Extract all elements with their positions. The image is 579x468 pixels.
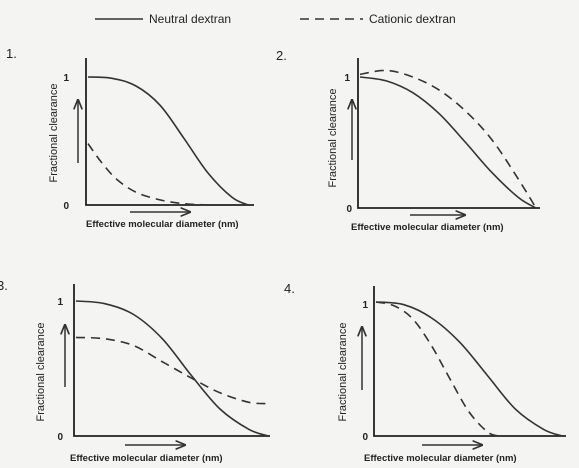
chart-panel-2: 2. Fractional clearance 1 0 Effective mo… [276,48,540,233]
y-axis-label: Fractional clearance [327,88,339,187]
series-neutral-dextran [87,76,249,206]
legend-label-neutral: Neutral dextran [149,12,231,26]
series-neutral-dextran [75,300,269,437]
y-tick-label-1: 1 [57,297,63,308]
axes [85,58,254,206]
x-axis-label: Effective molecular diameter (nm) [364,453,517,464]
series-neutral-dextran [375,301,563,437]
chart-panel-3: 3. Fractional clearance 1 0 Effective mo… [0,278,270,464]
chart-panel-4: 4. Fractional clearance 1 0 Effective mo… [284,281,566,464]
y-tick-label-0: 0 [346,204,352,215]
chart-panel-1: 1. Fractional clearance 1 0 Effective mo… [6,46,254,230]
series-cationic-dextran [87,143,209,206]
y-axis-label: Fractional clearance [35,322,47,421]
y-tick-label-1: 1 [344,73,350,84]
legend: Neutral dextran Cationic dextran [95,12,456,26]
series-cationic-dextran [359,69,537,209]
legend-label-cationic: Cationic dextran [369,12,456,26]
y-tick-label-1: 1 [63,73,69,84]
panel-number: 4. [284,281,295,296]
axes [373,286,566,437]
series-neutral-dextran [359,76,537,209]
y-tick-label-0: 0 [362,432,368,443]
x-axis-label: Effective molecular diameter (nm) [86,219,239,230]
series-cationic-dextran [75,336,269,405]
y-tick-label-0: 0 [63,201,69,212]
y-axis-label: Fractional clearance [337,322,349,421]
y-axis-label: Fractional clearance [48,83,60,182]
axes [73,284,270,437]
x-axis-label: Effective molecular diameter (nm) [351,222,504,233]
panel-number: 1. [6,46,17,61]
panel-number: 3. [0,278,8,293]
y-tick-label-0: 0 [57,432,63,443]
series-cationic-dextran [375,301,500,437]
panel-number: 2. [276,48,287,63]
x-axis-label: Effective molecular diameter (nm) [70,453,223,464]
y-tick-label-1: 1 [362,300,368,311]
axes [357,58,540,209]
